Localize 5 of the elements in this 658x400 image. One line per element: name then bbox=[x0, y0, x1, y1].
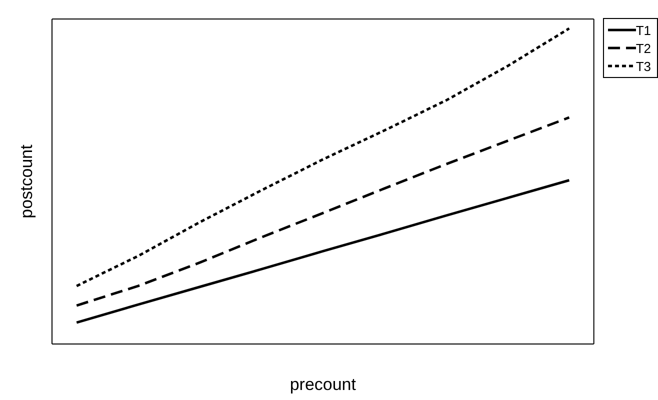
legend-label: T1 bbox=[636, 22, 651, 38]
legend-label: T3 bbox=[636, 58, 651, 74]
x-axis-title: precount bbox=[290, 375, 356, 394]
y-axis-title: postcount bbox=[17, 144, 36, 218]
legend-label: T2 bbox=[636, 40, 651, 56]
